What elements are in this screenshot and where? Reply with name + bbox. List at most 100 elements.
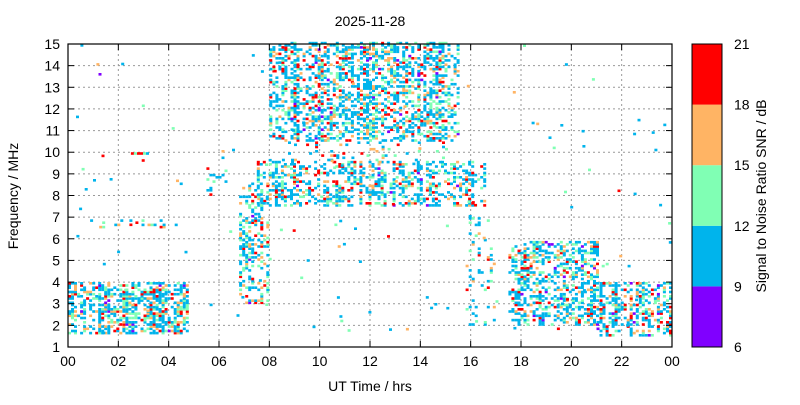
data-point: [326, 191, 330, 194]
data-point: [483, 180, 487, 183]
data-point: [254, 251, 258, 255]
data-point: [341, 199, 345, 203]
data-point: [74, 288, 77, 292]
data-point: [113, 292, 117, 296]
data-point: [146, 292, 150, 296]
data-point: [374, 191, 378, 194]
data-point: [404, 195, 408, 199]
data-point: [323, 171, 327, 175]
data-point: [450, 106, 454, 110]
data-point: [372, 134, 375, 138]
data-point: [359, 50, 363, 54]
data-point: [471, 182, 475, 186]
data-point: [520, 266, 524, 270]
data-point: [314, 160, 318, 164]
data-point: [317, 65, 321, 69]
data-point: [508, 310, 512, 313]
data-point: [532, 256, 536, 259]
data-point: [450, 139, 454, 142]
data-point: [239, 282, 243, 285]
data-point: [517, 297, 521, 300]
data-point: [538, 249, 542, 253]
data-point: [280, 180, 284, 183]
data-point: [281, 72, 285, 75]
data-point: [590, 277, 593, 281]
data-point: [315, 143, 319, 147]
data-point: [363, 104, 366, 108]
data-point: [571, 297, 575, 300]
data-point: [347, 93, 351, 97]
data-point: [375, 111, 378, 114]
data-point: [134, 286, 138, 289]
data-point: [302, 102, 306, 105]
data-point: [384, 111, 388, 114]
data-point: [221, 156, 225, 160]
data-point: [256, 195, 260, 199]
data-point: [453, 57, 457, 60]
data-point: [357, 141, 361, 144]
data-point: [320, 128, 324, 131]
data-point: [656, 308, 660, 311]
data-point: [293, 91, 297, 95]
data-point: [125, 305, 129, 309]
data-point: [342, 152, 346, 155]
data-point: [520, 314, 524, 318]
data-point: [110, 310, 114, 313]
data-point: [641, 303, 645, 307]
data-point: [390, 67, 394, 71]
data-point: [110, 325, 114, 328]
data-point: [89, 282, 93, 285]
data-point: [110, 292, 114, 296]
data-point: [335, 199, 339, 203]
data-point: [417, 44, 421, 47]
data-point: [275, 57, 279, 60]
data-point: [161, 299, 165, 302]
data-point: [596, 243, 599, 246]
data-point: [293, 186, 296, 190]
data-point: [296, 113, 300, 116]
data-point: [317, 102, 321, 105]
data-point: [164, 310, 168, 313]
data-point: [129, 223, 133, 227]
data-point: [296, 132, 300, 136]
data-point: [407, 171, 411, 175]
data-point: [445, 224, 449, 228]
data-point: [125, 290, 129, 294]
data-point: [356, 100, 360, 103]
data-point: [329, 72, 333, 75]
data-point: [326, 204, 330, 207]
data-point: [164, 323, 168, 326]
data-point: [335, 72, 339, 75]
data-point: [278, 57, 282, 60]
data-point: [371, 165, 375, 168]
data-point: [426, 134, 430, 138]
data-point: [368, 165, 372, 168]
data-point: [290, 93, 294, 97]
data-point: [341, 91, 345, 95]
data-point: [399, 80, 403, 84]
data-point: [297, 160, 300, 164]
data-point: [146, 290, 150, 294]
data-point: [330, 150, 334, 153]
data-point: [161, 316, 165, 320]
data-point: [260, 225, 264, 229]
data-point: [404, 186, 408, 190]
data-point: [428, 189, 432, 192]
data-point: [387, 69, 391, 73]
data-point: [396, 95, 400, 99]
data-point: [347, 176, 351, 179]
data-point: [656, 305, 660, 309]
data-point: [562, 297, 566, 300]
data-point: [656, 321, 660, 324]
data-point: [483, 321, 487, 324]
data-point: [614, 299, 618, 302]
data-point: [434, 197, 438, 201]
data-point: [329, 128, 333, 131]
data-point: [447, 104, 451, 108]
data-point: [281, 108, 285, 112]
data-point: [296, 65, 300, 69]
data-point: [426, 137, 430, 140]
data-point: [257, 197, 261, 201]
data-point: [450, 113, 454, 116]
data-point: [377, 163, 381, 166]
